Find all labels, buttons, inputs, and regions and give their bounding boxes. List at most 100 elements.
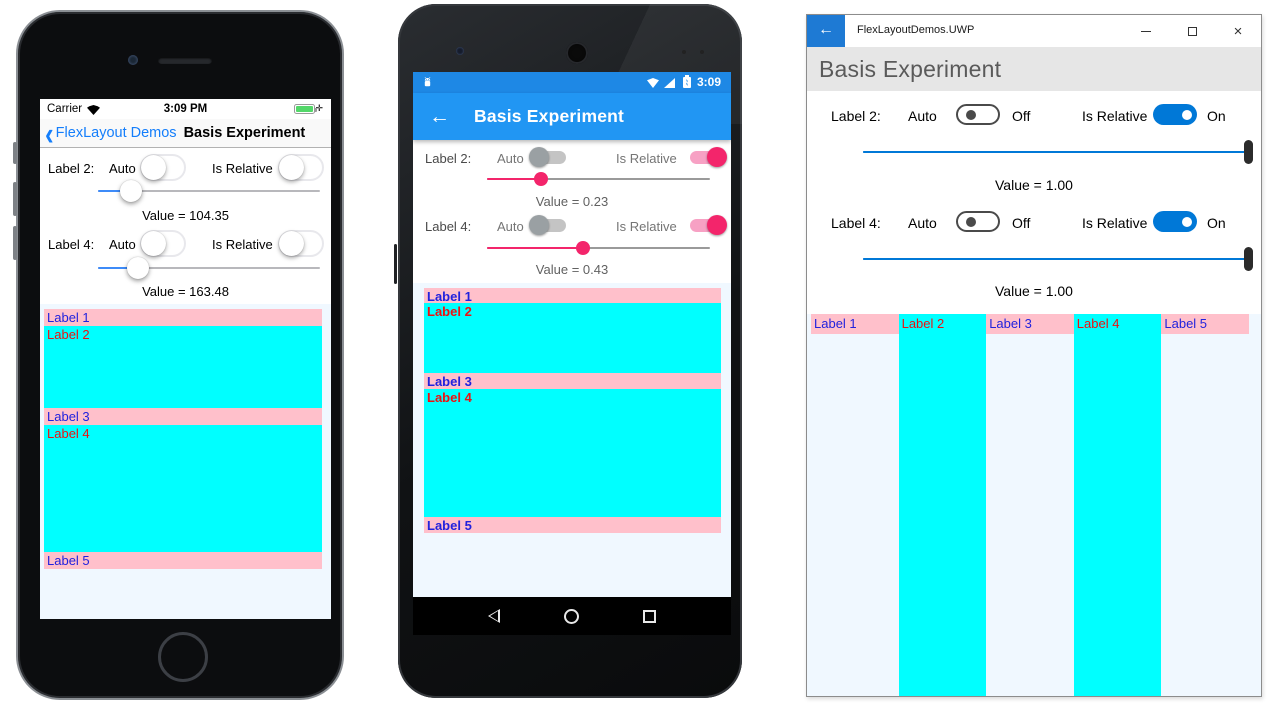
flex-label: Label 2: [901, 316, 945, 331]
flex-label: Label 1: [811, 314, 899, 334]
auto-switch[interactable]: [529, 147, 566, 167]
window-title: FlexLayoutDemos.UWP: [857, 24, 975, 36]
battery-icon: [683, 75, 691, 88]
earpiece-speaker: [566, 42, 588, 64]
close-icon: ×: [1233, 22, 1243, 40]
basis-slider[interactable]: [863, 246, 1253, 272]
back-arrow-icon[interactable]: ←: [429, 104, 450, 128]
is-relative-switch[interactable]: [1153, 104, 1197, 125]
maximize-icon: [1187, 26, 1197, 36]
nav-home-icon[interactable]: [564, 608, 579, 624]
value-text: Value = 0.43: [535, 262, 609, 277]
basis-slider[interactable]: [98, 180, 320, 202]
flexlayout-area: Label 1 Label 2 Label 3 Label 4 Label 5: [413, 283, 731, 597]
basis-slider[interactable]: [487, 169, 710, 189]
value-text: Value = 0.23: [535, 194, 609, 209]
carrier-label: Carrier: [47, 103, 83, 115]
is-relative-switch[interactable]: [278, 154, 324, 181]
slider-fill: [863, 258, 1253, 260]
auto-label: Auto: [497, 151, 524, 166]
back-button[interactable]: ←: [807, 15, 845, 47]
switch-knob: [1182, 109, 1192, 120]
control-row-label4: Label 4: Auto Is Relative: [40, 230, 331, 258]
nav-recents-icon[interactable]: [643, 609, 656, 623]
is-relative-switch[interactable]: [690, 215, 727, 235]
is-relative-label: Is Relative: [616, 219, 677, 234]
front-camera-icon: [456, 47, 464, 55]
flex-label: Label 4: [44, 425, 322, 552]
is-relative-label: Is Relative: [1082, 108, 1148, 124]
basis-slider[interactable]: [98, 257, 320, 279]
value-text: Value = 1.00: [995, 283, 1073, 299]
switch-knob: [707, 215, 727, 235]
slider-thumb[interactable]: [126, 257, 149, 279]
back-button-label: FlexLayout Demos: [55, 125, 177, 141]
page-title: Basis Experiment: [474, 106, 625, 126]
minimize-button[interactable]: [1123, 15, 1169, 47]
uwp-window: ← FlexLayoutDemos.UWP × Basis Experiment…: [806, 14, 1262, 697]
flex-label: Label 5: [44, 552, 322, 569]
row-label: Label 4:: [831, 215, 881, 231]
back-button[interactable]: ‹ FlexLayout Demos: [45, 117, 177, 150]
is-relative-switch[interactable]: [690, 147, 727, 167]
slider-fill: [98, 190, 132, 192]
front-camera-icon: [128, 55, 138, 65]
flex-label-column: Label 2: [898, 314, 987, 696]
slider-fill: [98, 267, 138, 269]
close-button[interactable]: ×: [1215, 15, 1261, 47]
wifi-icon: [87, 105, 100, 115]
auto-switch[interactable]: [140, 154, 186, 181]
maximize-button[interactable]: [1169, 15, 1215, 47]
flex-label: Label 3: [44, 408, 322, 425]
slider-fill: [487, 247, 583, 249]
page-title: Basis Experiment: [807, 47, 1261, 91]
android-navigation-bar: [413, 597, 731, 635]
page-title: Basis Experiment: [183, 125, 306, 141]
is-relative-switch[interactable]: [1153, 211, 1197, 232]
slider-thumb[interactable]: [1244, 247, 1253, 271]
slider-thumb[interactable]: [1244, 140, 1253, 164]
slider-fill: [863, 151, 1253, 153]
control-row-label2: Label 2: Auto Is Relative: [40, 154, 331, 182]
is-relative-label: Is Relative: [212, 237, 273, 252]
basis-slider[interactable]: [487, 238, 710, 258]
auto-switch[interactable]: [956, 211, 1000, 232]
slider-track: [98, 267, 320, 269]
relative-state-text: On: [1207, 215, 1226, 231]
control-row-label2: Label 2: Auto Off Is Relative On: [807, 101, 1261, 131]
switch-knob: [529, 215, 549, 235]
auto-label: Auto: [908, 215, 937, 231]
switch-knob: [707, 147, 727, 167]
flex-label: Label 4: [424, 389, 721, 517]
slider-thumb[interactable]: [120, 180, 143, 202]
flex-label: Label 5: [424, 517, 721, 533]
slider-thumb[interactable]: [575, 241, 590, 255]
auto-switch[interactable]: [529, 215, 566, 235]
android-toolbar: ← Basis Experiment: [413, 93, 731, 140]
android-screen: 3:09 ← Basis Experiment Label 2: Auto Is…: [413, 72, 731, 635]
android-status-bar: 3:09: [413, 72, 731, 93]
home-button[interactable]: [158, 632, 208, 682]
flex-label: Label 2: [44, 326, 322, 408]
auto-switch[interactable]: [140, 230, 186, 257]
auto-switch[interactable]: [956, 104, 1000, 125]
slider-thumb[interactable]: [533, 172, 548, 186]
switch-knob: [141, 231, 166, 256]
flex-label: Label 3: [986, 314, 1074, 334]
nav-back-icon[interactable]: [488, 609, 500, 623]
flex-label: Label 3: [424, 373, 721, 389]
row-label: Label 2:: [48, 161, 95, 176]
basis-slider[interactable]: [863, 139, 1253, 165]
android-volume-button: [394, 244, 397, 284]
switch-knob: [966, 216, 976, 227]
is-relative-switch[interactable]: [278, 230, 324, 257]
auto-state-text: Off: [1012, 215, 1031, 231]
android-device-frame: 3:09 ← Basis Experiment Label 2: Auto Is…: [394, 4, 742, 698]
is-relative-label: Is Relative: [1082, 215, 1148, 231]
charging-icon: ✛: [315, 103, 323, 113]
flex-label-column: Label 1: [811, 314, 899, 696]
is-relative-label: Is Relative: [212, 161, 273, 176]
wifi-icon: [647, 78, 659, 88]
auto-state-text: Off: [1012, 108, 1031, 124]
